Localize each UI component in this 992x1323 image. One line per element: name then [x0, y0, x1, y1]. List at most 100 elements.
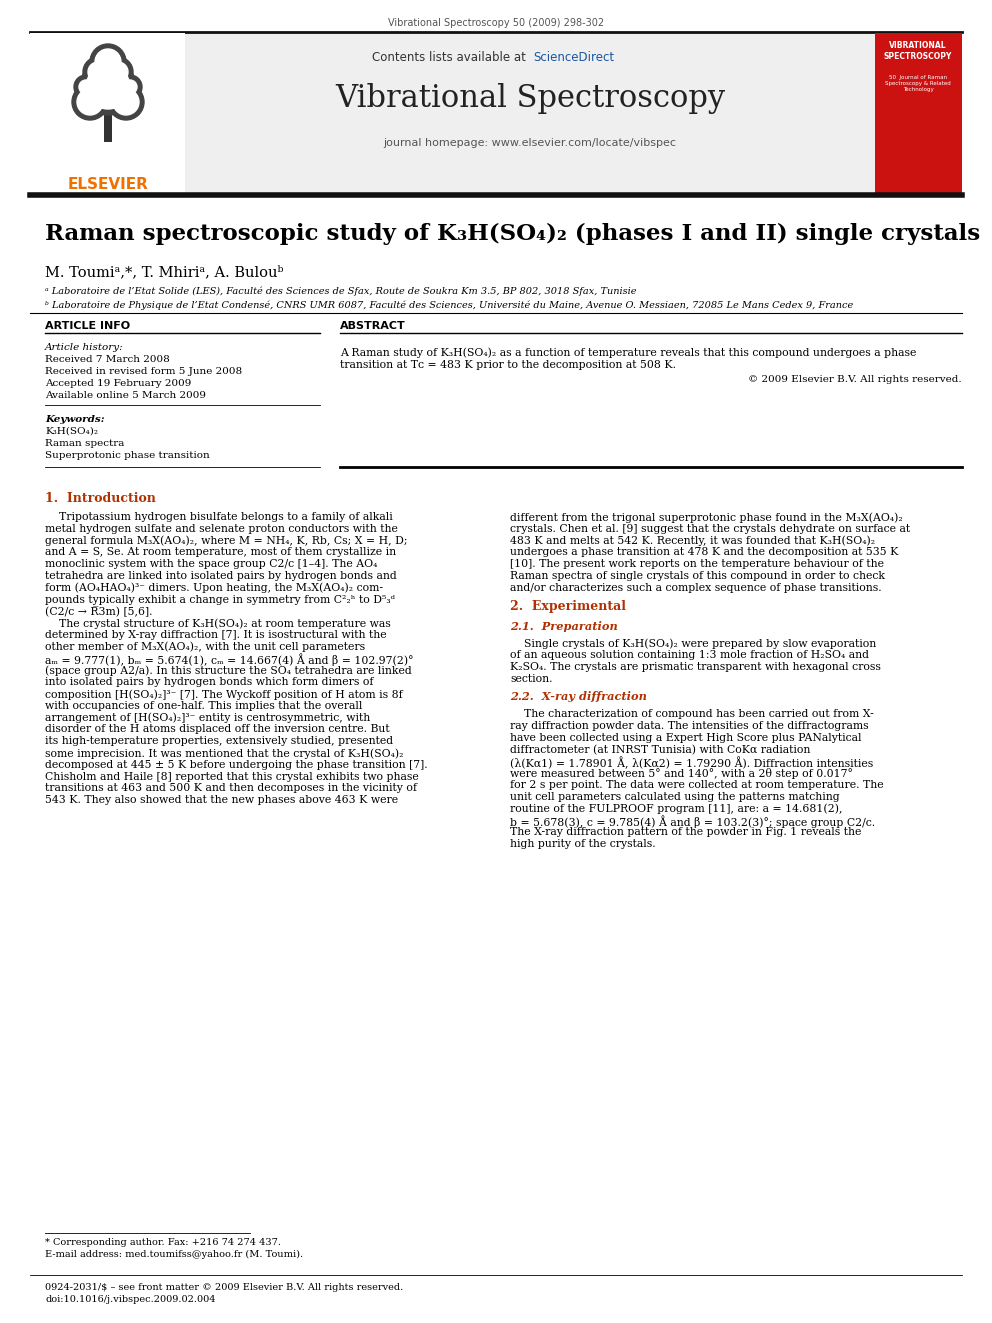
Text: unit cell parameters calculated using the patterns matching: unit cell parameters calculated using th…: [510, 791, 839, 802]
Text: transition at Tᴄ = 483 K prior to the decomposition at 508 K.: transition at Tᴄ = 483 K prior to the de…: [340, 360, 676, 370]
Text: * Corresponding author. Fax: +216 74 274 437.: * Corresponding author. Fax: +216 74 274…: [45, 1238, 281, 1248]
Text: arrangement of [H(SO₄)₂]³⁻ entity is centrosymmetric, with: arrangement of [H(SO₄)₂]³⁻ entity is cen…: [45, 713, 370, 724]
Text: doi:10.1016/j.vibspec.2009.02.004: doi:10.1016/j.vibspec.2009.02.004: [45, 1295, 215, 1304]
Bar: [30, 33, 185, 194]
Text: of an aqueous solution containing 1:3 mole fraction of H₂SO₄ and: of an aqueous solution containing 1:3 mo…: [510, 650, 869, 660]
Circle shape: [88, 62, 108, 82]
Text: Vibrational Spectroscopy: Vibrational Spectroscopy: [335, 83, 725, 114]
Text: decomposed at 445 ± 5 K before undergoing the phase transition [7].: decomposed at 445 ± 5 K before undergoin…: [45, 759, 428, 770]
Text: have been collected using a Expert High Score plus PANalytical: have been collected using a Expert High …: [510, 733, 861, 742]
Circle shape: [103, 57, 133, 87]
Text: Chisholm and Haile [8] reported that this crystal exhibits two phase: Chisholm and Haile [8] reported that thi…: [45, 771, 419, 782]
Text: and/or characterizes such a complex sequence of phase transitions.: and/or characterizes such a complex sequ…: [510, 583, 882, 593]
Text: Contents lists available at: Contents lists available at: [372, 52, 530, 64]
Text: (λ(Kα1) = 1.78901 Å, λ(Kα2) = 1.79290 Å). Diffraction intensities: (λ(Kα1) = 1.78901 Å, λ(Kα2) = 1.79290 Å)…: [510, 757, 873, 769]
Text: Article history:: Article history:: [45, 343, 124, 352]
Text: Accepted 19 February 2009: Accepted 19 February 2009: [45, 378, 191, 388]
Text: ᵃ Laboratoire de l’Etat Solide (LES), Faculté des Sciences de Sfax, Route de Sou: ᵃ Laboratoire de l’Etat Solide (LES), Fa…: [45, 287, 637, 296]
Text: were measured between 5° and 140°, with a 2θ step of 0.017°: were measured between 5° and 140°, with …: [510, 769, 853, 779]
Text: A Raman study of K₃H(SO₄)₂ as a function of temperature reveals that this compou: A Raman study of K₃H(SO₄)₂ as a function…: [340, 347, 917, 357]
Text: ABSTRACT: ABSTRACT: [340, 321, 406, 331]
Circle shape: [72, 83, 108, 120]
Circle shape: [95, 49, 121, 75]
Text: monoclinic system with the space group C2/c [1–4]. The AO₄: monoclinic system with the space group C…: [45, 560, 377, 569]
Circle shape: [113, 89, 139, 115]
Text: ELSEVIER: ELSEVIER: [67, 177, 149, 192]
Text: (C2/c → R̅3m) [5,6].: (C2/c → R̅3m) [5,6].: [45, 606, 153, 617]
Text: Vibrational Spectroscopy 50 (2009) 298-302: Vibrational Spectroscopy 50 (2009) 298-3…: [388, 19, 604, 28]
Text: pounds typically exhibit a change in symmetry from C²₂ʰ to D⁵₃ᵈ: pounds typically exhibit a change in sym…: [45, 594, 395, 605]
Text: Tripotassium hydrogen bisulfate belongs to a family of alkali: Tripotassium hydrogen bisulfate belongs …: [45, 512, 393, 523]
Text: composition [H(SO₄)₂]³⁻ [7]. The Wyckoff position of H atom is 8f: composition [H(SO₄)₂]³⁻ [7]. The Wyckoff…: [45, 689, 403, 700]
Text: into isolated pairs by hydrogen bonds which form dimers of: into isolated pairs by hydrogen bonds wh…: [45, 677, 374, 687]
Text: © 2009 Elsevier B.V. All rights reserved.: © 2009 Elsevier B.V. All rights reserved…: [748, 374, 962, 384]
Text: crystals. Chen et al. [9] suggest that the crystals dehydrate on surface at: crystals. Chen et al. [9] suggest that t…: [510, 524, 910, 533]
Text: The X-ray diffraction pattern of the powder in Fig. 1 reveals the: The X-ray diffraction pattern of the pow…: [510, 827, 861, 837]
Text: 2.2.  X-ray diffraction: 2.2. X-ray diffraction: [510, 692, 647, 703]
Circle shape: [79, 79, 93, 94]
Text: 2.  Experimental: 2. Experimental: [510, 601, 626, 614]
Text: aₘ = 9.777(1), bₘ = 5.674(1), cₘ = 14.667(4) Å and β = 102.97(2)°: aₘ = 9.777(1), bₘ = 5.674(1), cₘ = 14.66…: [45, 654, 414, 667]
Text: ScienceDirect: ScienceDirect: [533, 52, 614, 64]
Text: general formula M₃X(AO₄)₂, where M = NH₄, K, Rb, Cs; X = H, D;: general formula M₃X(AO₄)₂, where M = NH₄…: [45, 536, 408, 546]
Text: and A = S, Se. At room temperature, most of them crystallize in: and A = S, Se. At room temperature, most…: [45, 548, 396, 557]
Text: Raman spectra: Raman spectra: [45, 439, 124, 448]
Text: 1.  Introduction: 1. Introduction: [45, 492, 156, 505]
Circle shape: [90, 44, 126, 79]
Circle shape: [123, 79, 137, 94]
Circle shape: [74, 75, 98, 99]
Text: Received in revised form 5 June 2008: Received in revised form 5 June 2008: [45, 366, 242, 376]
Text: high purity of the crystals.: high purity of the crystals.: [510, 839, 656, 849]
Text: VIBRATIONAL
SPECTROSCOPY: VIBRATIONAL SPECTROSCOPY: [884, 41, 952, 61]
Text: ray diffraction powder data. The intensities of the diffractograms: ray diffraction powder data. The intensi…: [510, 721, 869, 730]
Text: Received 7 March 2008: Received 7 March 2008: [45, 355, 170, 364]
Bar: [104, 112, 112, 142]
Text: form (AO₄HAO₄)³⁻ dimers. Upon heating, the M₃X(AO₄)₂ com-: form (AO₄HAO₄)³⁻ dimers. Upon heating, t…: [45, 583, 383, 593]
Text: other member of M₃X(AO₄)₂, with the unit cell parameters: other member of M₃X(AO₄)₂, with the unit…: [45, 642, 365, 652]
Text: tetrahedra are linked into isolated pairs by hydrogen bonds and: tetrahedra are linked into isolated pair…: [45, 572, 397, 581]
Text: 483 K and melts at 542 K. Recently, it was founded that K₃H(SO₄)₂: 483 K and melts at 542 K. Recently, it w…: [510, 536, 875, 546]
Text: Raman spectroscopic study of K₃H(SO₄)₂ (phases I and II) single crystals: Raman spectroscopic study of K₃H(SO₄)₂ (…: [45, 224, 980, 245]
Text: journal homepage: www.elsevier.com/locate/vibspec: journal homepage: www.elsevier.com/locat…: [384, 138, 677, 148]
Circle shape: [80, 60, 136, 115]
Text: 0924-2031/$ – see front matter © 2009 Elsevier B.V. All rights reserved.: 0924-2031/$ – see front matter © 2009 El…: [45, 1283, 404, 1293]
Text: undergoes a phase transition at 478 K and the decomposition at 535 K: undergoes a phase transition at 478 K an…: [510, 548, 899, 557]
Bar: [875, 33, 962, 194]
Circle shape: [86, 65, 130, 108]
Text: metal hydrogen sulfate and selenate proton conductors with the: metal hydrogen sulfate and selenate prot…: [45, 524, 398, 533]
Circle shape: [83, 57, 113, 87]
Text: M. Toumiᵃ,*, T. Mhiriᵃ, A. Bulouᵇ: M. Toumiᵃ,*, T. Mhiriᵃ, A. Bulouᵇ: [45, 265, 284, 279]
Text: transitions at 463 and 500 K and then decomposes in the vicinity of: transitions at 463 and 500 K and then de…: [45, 783, 417, 794]
Text: E-mail address: med.toumifss@yahoo.fr (M. Toumi).: E-mail address: med.toumifss@yahoo.fr (M…: [45, 1250, 304, 1259]
Text: for 2 s per point. The data were collected at room temperature. The: for 2 s per point. The data were collect…: [510, 779, 884, 790]
Text: Superprotonic phase transition: Superprotonic phase transition: [45, 451, 209, 460]
Text: ARTICLE INFO: ARTICLE INFO: [45, 321, 130, 331]
Text: diffractometer (at INRST Tunisia) with CoKα radiation: diffractometer (at INRST Tunisia) with C…: [510, 745, 810, 755]
Text: (space group A2/a). In this structure the SO₄ tetrahedra are linked: (space group A2/a). In this structure th…: [45, 665, 412, 676]
Text: [10]. The present work reports on the temperature behaviour of the: [10]. The present work reports on the te…: [510, 560, 884, 569]
Circle shape: [77, 89, 103, 115]
Text: different from the trigonal superprotonic phase found in the M₃X(AO₄)₂: different from the trigonal superprotoni…: [510, 512, 903, 523]
Text: Available online 5 March 2009: Available online 5 March 2009: [45, 392, 206, 400]
Text: The characterization of compound has been carried out from X-: The characterization of compound has bee…: [510, 709, 874, 720]
Text: K₃H(SO₄)₂: K₃H(SO₄)₂: [45, 427, 98, 437]
Circle shape: [118, 75, 142, 99]
Text: The crystal structure of K₃H(SO₄)₂ at room temperature was: The crystal structure of K₃H(SO₄)₂ at ro…: [45, 618, 391, 628]
Text: K₂SO₄. The crystals are prismatic transparent with hexagonal cross: K₂SO₄. The crystals are prismatic transp…: [510, 662, 881, 672]
Text: 2.1.  Preparation: 2.1. Preparation: [510, 620, 618, 631]
Text: Single crystals of K₃H(SO₄)₂ were prepared by slow evaporation: Single crystals of K₃H(SO₄)₂ were prepar…: [510, 638, 876, 648]
Text: ᵇ Laboratoire de Physique de l’Etat Condensé, CNRS UMR 6087, Faculté des Science: ᵇ Laboratoire de Physique de l’Etat Cond…: [45, 300, 853, 310]
Bar: [185, 33, 875, 194]
Text: 543 K. They also showed that the new phases above 463 K were: 543 K. They also showed that the new pha…: [45, 795, 398, 806]
Text: its high-temperature properties, extensively studied, presented: its high-temperature properties, extensi…: [45, 736, 393, 746]
Text: some imprecision. It was mentioned that the crystal of K₃H(SO₄)₂: some imprecision. It was mentioned that …: [45, 747, 404, 758]
Text: section.: section.: [510, 673, 553, 684]
Text: disorder of the H atoms displaced off the inversion centre. But: disorder of the H atoms displaced off th…: [45, 725, 390, 734]
Text: with occupancies of one-half. This implies that the overall: with occupancies of one-half. This impli…: [45, 701, 362, 710]
Text: Keywords:: Keywords:: [45, 415, 104, 423]
Circle shape: [108, 62, 128, 82]
Text: routine of the FULPROOF program [11], are: a = 14.681(2),: routine of the FULPROOF program [11], ar…: [510, 803, 842, 814]
Text: determined by X-ray diffraction [7]. It is isostructural with the: determined by X-ray diffraction [7]. It …: [45, 630, 387, 640]
Text: 50  Journal of Raman
Spectroscopy & Related
Technology: 50 Journal of Raman Spectroscopy & Relat…: [885, 75, 951, 93]
Text: Raman spectra of single crystals of this compound in order to check: Raman spectra of single crystals of this…: [510, 572, 885, 581]
